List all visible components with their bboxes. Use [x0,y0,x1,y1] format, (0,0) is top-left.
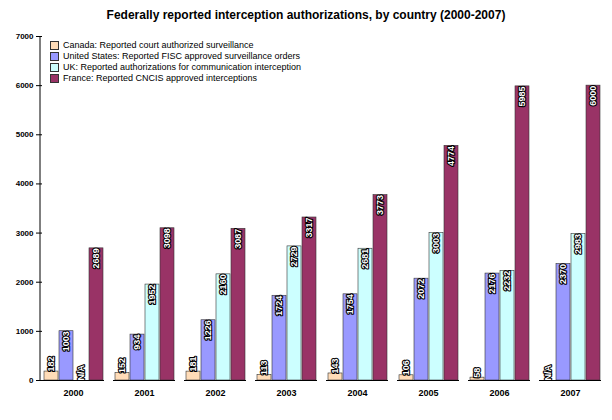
svg-text:4000: 4000 [16,179,34,188]
svg-text:2072: 2072 [416,279,426,299]
svg-text:2370: 2370 [558,264,568,284]
svg-text:2983: 2983 [573,234,583,254]
svg-text:2729: 2729 [289,246,299,266]
svg-text:2001: 2001 [134,388,154,398]
svg-text:1000: 1000 [16,327,34,336]
svg-text:7000: 7000 [16,32,34,41]
html-text:United States: Reported FISC a: United States: Reported FISC approved su… [63,51,301,61]
svg-text:3773: 3773 [375,195,385,215]
svg-text:2176: 2176 [487,274,497,294]
svg-text:106: 106 [401,360,411,375]
svg-text:2689: 2689 [91,248,101,268]
svg-text:1724: 1724 [274,296,284,316]
svg-text:2005: 2005 [418,388,438,398]
svg-text:152: 152 [117,358,127,373]
svg-text:2003: 2003 [276,388,296,398]
svg-text:58: 58 [472,368,482,378]
svg-text:6000: 6000 [588,86,598,106]
svg-text:6000: 6000 [16,81,34,90]
html-text:France: Reported CNCIS approve: France: Reported CNCIS approved intercep… [63,73,258,83]
svg-text:2006: 2006 [489,388,509,398]
html-text:Federally reported interceptio: Federally reported interception authoriz… [106,8,506,22]
svg-text:2000: 2000 [63,388,83,398]
svg-text:4774: 4774 [446,146,456,166]
svg-text:934: 934 [132,335,142,350]
svg-text:2007: 2007 [560,388,580,398]
svg-text:N/A: N/A [543,365,553,381]
svg-text:2681: 2681 [360,249,370,269]
svg-text:3003: 3003 [431,233,441,253]
svg-text:1226: 1226 [203,320,213,340]
html-text:UK: Reported authorizations fo: UK: Reported authorizations for communic… [63,62,302,72]
html-text:Canada: Reported court authori: Canada: Reported court authorized survei… [63,40,254,50]
svg-text:3000: 3000 [16,229,34,238]
svg-text:5000: 5000 [16,130,34,139]
svg-text:1754: 1754 [345,294,355,314]
svg-text:181: 181 [188,357,198,372]
svg-text:143: 143 [330,358,340,373]
svg-text:113: 113 [259,360,269,375]
svg-text:2004: 2004 [347,388,367,398]
svg-text:3087: 3087 [233,229,243,249]
svg-text:3098: 3098 [162,228,172,248]
svg-text:1003: 1003 [61,331,71,351]
svg-text:2002: 2002 [205,388,225,398]
svg-text:0: 0 [29,376,34,385]
svg-text:2232: 2232 [502,271,512,291]
svg-text:2160: 2160 [218,274,228,294]
svg-text:3317: 3317 [304,217,314,237]
svg-text:5985: 5985 [517,86,527,106]
svg-text:1952: 1952 [147,285,157,305]
svg-text:2000: 2000 [16,278,34,287]
svg-text:182: 182 [46,357,56,372]
svg-text:N/A: N/A [76,365,86,381]
